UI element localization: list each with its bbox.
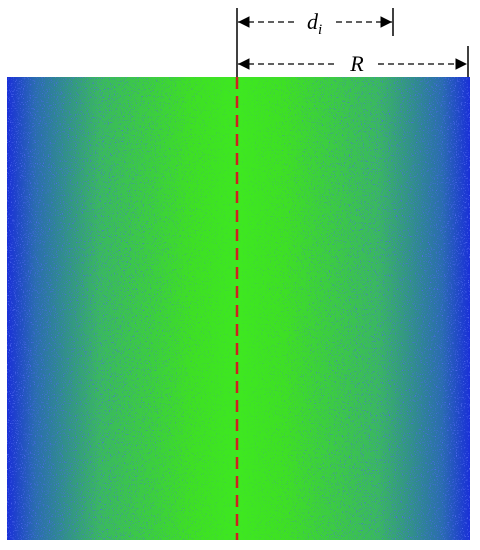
- di-main: d: [307, 9, 319, 34]
- r-label: R: [349, 51, 364, 76]
- di-label: di: [307, 9, 322, 38]
- di-subscript: i: [318, 22, 322, 38]
- particle-speckle: [7, 77, 470, 540]
